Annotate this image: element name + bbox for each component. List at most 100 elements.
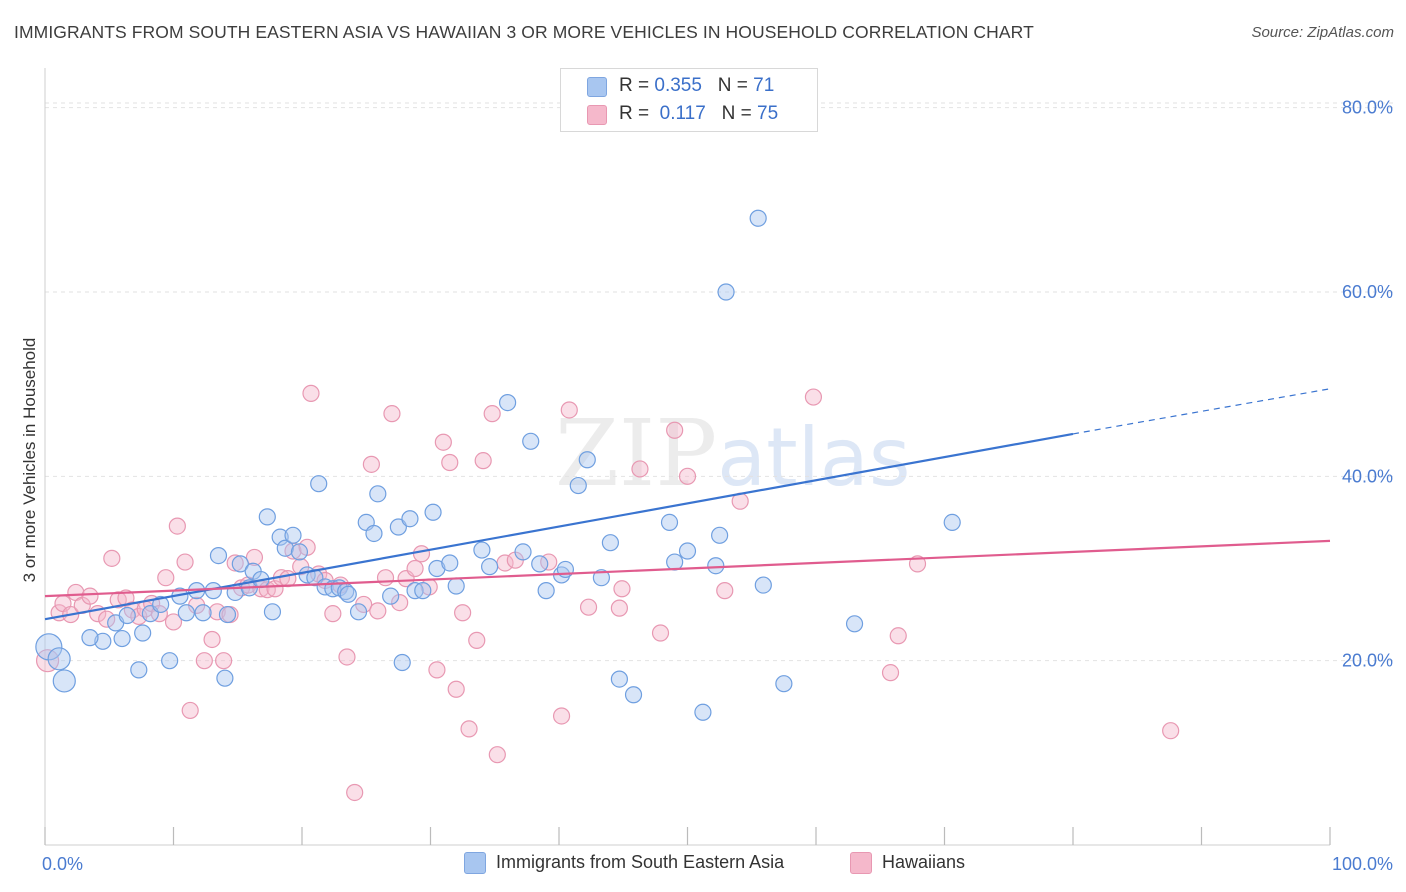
x-tick-label: 0.0% <box>42 854 83 874</box>
hawaiians-point <box>678 467 697 485</box>
sea-point <box>537 582 555 600</box>
sea-point <box>284 526 302 544</box>
bottom-legend-sea: Immigrants from South Eastern Asia <box>464 852 784 875</box>
sea-point <box>118 606 136 625</box>
sea-point <box>424 503 442 521</box>
hawaiians-point <box>35 649 60 673</box>
legend-swatch-hawaiians <box>587 105 607 125</box>
hawaiians-point <box>81 587 99 605</box>
hawaiians-point <box>338 648 356 666</box>
legend-n-label: N = <box>721 103 752 124</box>
correlation-legend: R = 0.355 N = 71 R = 0.117 N = 75 <box>560 68 818 132</box>
hawaiians-point <box>579 598 598 616</box>
sea-point <box>711 526 729 544</box>
hawaiians-point <box>376 569 395 587</box>
sea-point <box>389 518 407 536</box>
x-tick-label: 100.0% <box>1332 854 1393 874</box>
hawaiians-point <box>454 604 472 622</box>
hawaiians-point <box>383 405 401 423</box>
sea-point <box>369 485 387 503</box>
sea-point <box>130 661 148 679</box>
sea-point <box>393 653 411 672</box>
hawaiians-point <box>447 680 465 698</box>
sea-point <box>177 604 195 622</box>
hawaiians-point <box>468 631 486 649</box>
chart-title: IMMIGRANTS FROM SOUTH EASTERN ASIA VS HA… <box>14 22 1034 42</box>
sea-point <box>754 576 772 594</box>
hawaiians-point <box>716 582 734 600</box>
hawaiians-point <box>474 452 492 470</box>
sea-point <box>624 686 643 704</box>
sea-point <box>365 524 383 543</box>
hawaiians-point <box>441 453 459 472</box>
hawaiians-point <box>908 555 927 573</box>
hawaiians-point <box>362 455 380 473</box>
sea-point <box>569 476 587 495</box>
sea-point <box>231 555 249 573</box>
legend-n-value-hawaiians: 75 <box>757 103 779 124</box>
bottom-legend-swatch-hawaiians <box>850 852 872 875</box>
sea-point <box>152 595 170 614</box>
sea-point <box>707 557 725 575</box>
legend-r-value-hawaiians: 0.117 <box>659 103 706 124</box>
bottom-legend-hawaiians: Hawaiians <box>850 852 966 875</box>
hawaiians-point <box>324 605 342 623</box>
hawaiians-point <box>279 570 297 588</box>
sea-point <box>263 603 282 621</box>
sea-point <box>134 624 152 642</box>
y-tick-label: 20.0% <box>1342 651 1393 671</box>
hawaiians-point <box>245 548 264 567</box>
hawaiians-point <box>302 384 320 402</box>
sea-point <box>382 587 400 605</box>
hawaiians-point <box>346 783 364 802</box>
hawaiians-point <box>412 545 431 563</box>
hawaiians-point <box>181 701 199 720</box>
hawaiians-point <box>98 610 116 628</box>
sea-point <box>35 633 63 661</box>
hawaiians-point <box>610 599 628 617</box>
legend-n-label: N = <box>717 75 748 96</box>
sea-point <box>601 534 620 552</box>
sea-point <box>531 555 549 573</box>
hawaiians-point <box>157 569 175 587</box>
sea-point <box>592 569 611 587</box>
sea-point <box>499 393 517 412</box>
hawaiians-point <box>560 401 578 419</box>
sea-point <box>578 451 596 469</box>
sea-point <box>666 553 684 571</box>
sea-trend-extension <box>1072 388 1331 435</box>
hawaiians-point <box>215 652 233 670</box>
tick-labels: 20.0% 40.0% 60.0% 80.0% 0.0% 100.0% <box>42 98 1393 874</box>
axes <box>44 68 1331 846</box>
hawaiians-point <box>208 603 226 621</box>
hawaiians-point <box>1162 722 1180 740</box>
sea-point <box>94 632 112 650</box>
hawaiians-point <box>651 624 670 642</box>
sea-point <box>447 577 465 595</box>
sea-point <box>401 510 419 528</box>
sea-point <box>473 541 491 559</box>
legend-r-label: R = <box>619 75 650 96</box>
sea-point <box>678 542 697 560</box>
hawaiians-point <box>666 421 684 439</box>
sea-point <box>81 629 99 647</box>
sea-point <box>514 543 532 561</box>
sea-point <box>161 652 179 670</box>
sea-point <box>276 539 294 557</box>
sea-point <box>414 582 432 600</box>
sea-point <box>271 528 289 546</box>
hawaiians-point <box>881 664 900 682</box>
sea-point <box>522 432 540 450</box>
legend-r-value-sea: 0.355 <box>654 75 702 96</box>
hawaiians-point <box>203 630 221 649</box>
sea-point <box>290 543 309 561</box>
hawaiians-point <box>164 613 183 631</box>
bottom-legend-label-hawaiians: Hawaiians <box>882 852 966 872</box>
hawaiians-point <box>631 460 649 478</box>
hawaiians-point <box>552 707 571 725</box>
legend-n-value-sea: 71 <box>753 75 775 96</box>
trend-lines <box>44 388 1331 621</box>
sea-trend-line <box>44 432 1074 621</box>
hawaiians-point <box>428 661 446 679</box>
y-axis-label: 3 or more Vehicles in Household <box>20 337 39 583</box>
